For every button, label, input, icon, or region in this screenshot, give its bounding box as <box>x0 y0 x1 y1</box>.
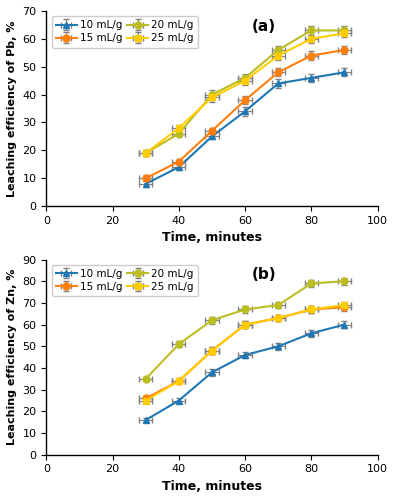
X-axis label: Time, minutes: Time, minutes <box>162 480 262 493</box>
Legend: 10 mL/g, 15 mL/g, 20 mL/g, 25 mL/g: 10 mL/g, 15 mL/g, 20 mL/g, 25 mL/g <box>52 265 198 296</box>
Text: (b): (b) <box>252 268 276 282</box>
Y-axis label: Leaching efficiency of Pb, %: Leaching efficiency of Pb, % <box>7 20 17 197</box>
Y-axis label: Leaching efficiency of Zn, %: Leaching efficiency of Zn, % <box>7 269 17 446</box>
Text: (a): (a) <box>252 19 276 34</box>
Legend: 10 mL/g, 15 mL/g, 20 mL/g, 25 mL/g: 10 mL/g, 15 mL/g, 20 mL/g, 25 mL/g <box>52 16 198 48</box>
X-axis label: Time, minutes: Time, minutes <box>162 232 262 244</box>
